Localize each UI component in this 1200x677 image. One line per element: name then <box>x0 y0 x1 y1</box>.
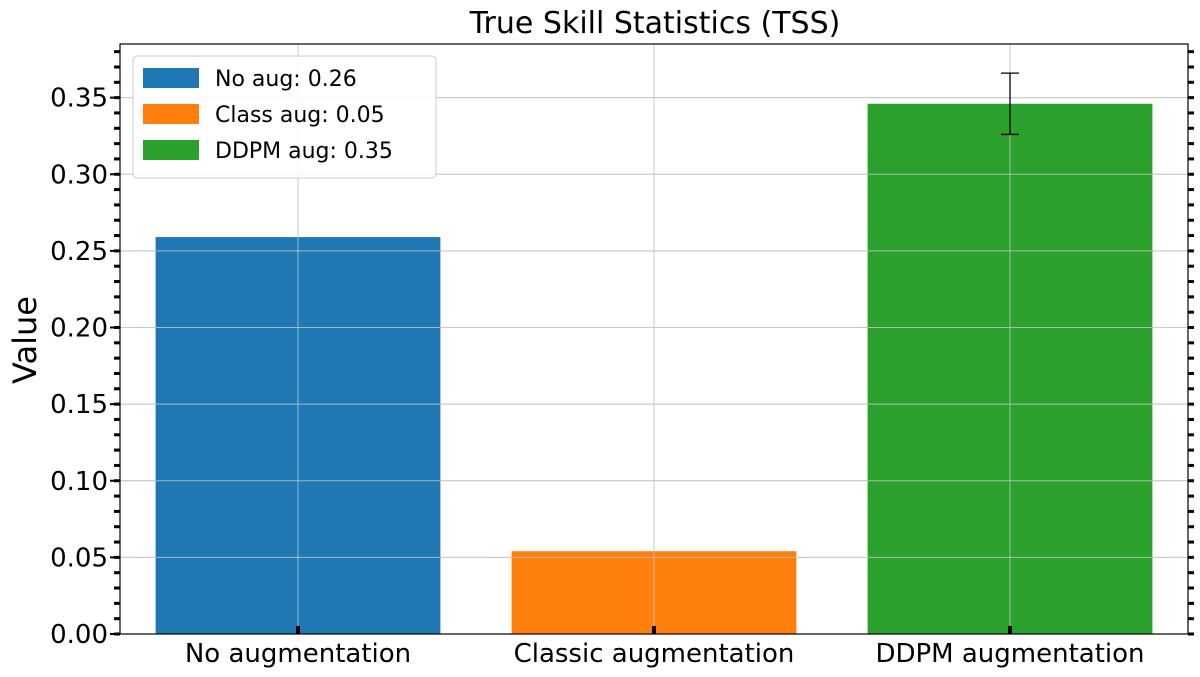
x-ticks-group: No augmentation Classic augmentation DDPM … <box>185 626 1145 669</box>
bars-group <box>120 44 1188 635</box>
legend-swatch-0 <box>143 68 199 88</box>
x-tick-label-0: No augmentation <box>185 639 411 669</box>
legend-swatch-2 <box>143 140 199 160</box>
y-tick-label-7: 0.35 <box>50 84 108 114</box>
legend-label-2: DDPM aug: 0.35 <box>215 139 393 164</box>
x-tick-label-2: DDPM augmentation <box>875 639 1144 669</box>
y-ticks-group: 0.00 0.05 0.10 0.15 0.20 0.25 0.30 0.35 <box>50 84 120 650</box>
legend: No aug: 0.26 Class aug: 0.05 DDPM aug: 0.3… <box>132 55 437 179</box>
legend-label-0: No aug: 0.26 <box>215 67 357 92</box>
y-tick-label-1: 0.05 <box>50 543 108 573</box>
axes-frame <box>114 43 1194 636</box>
legend-box <box>132 55 437 179</box>
y-tick-label-0: 0.00 <box>50 620 108 650</box>
x-tick-label-1: Classic augmentation <box>514 639 795 669</box>
legend-swatch-1 <box>143 104 199 124</box>
y-tick-label-2: 0.10 <box>50 467 108 497</box>
y-tick-label-3: 0.15 <box>50 390 108 420</box>
y-tick-label-6: 0.30 <box>50 160 108 190</box>
legend-label-1: Class aug: 0.05 <box>215 103 385 128</box>
y-axis-label: Value <box>6 296 44 384</box>
error-bars-group <box>1001 72 1019 136</box>
y-tick-label-4: 0.20 <box>50 314 108 344</box>
y-tick-label-5: 0.25 <box>50 237 108 267</box>
chart-title: True Skill Statistics (TSS) <box>469 6 841 41</box>
